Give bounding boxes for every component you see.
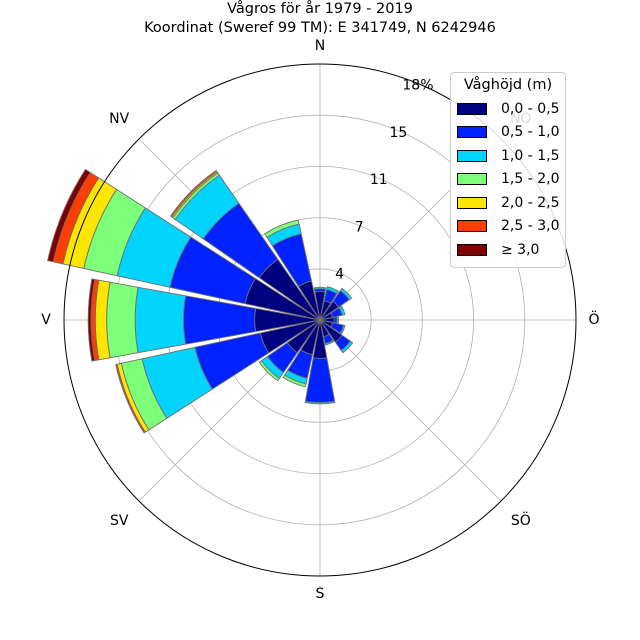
legend-title: Våghöjd (m)	[463, 77, 553, 93]
legend-swatch	[457, 173, 487, 186]
legend-label: 0,5 - 1,0	[501, 124, 560, 141]
rose-bar-segment	[336, 316, 339, 324]
rose-bar-segment	[313, 286, 327, 290]
legend-item: 2,5 - 3,0	[451, 215, 565, 239]
radial-tick-label: 18%	[402, 77, 433, 93]
legend-label: 2,0 - 2,5	[501, 194, 560, 211]
radial-tick-labels: 4 7 11 15 18%	[335, 77, 433, 282]
rose-bar-segment	[340, 340, 354, 354]
legend-label: 0,0 - 0,5	[501, 100, 560, 117]
legend-swatch	[457, 243, 487, 256]
direction-label: S	[316, 586, 325, 602]
polar-outer-ring	[63, 63, 577, 577]
legend-swatch	[457, 149, 487, 162]
legend-item: 2,0 - 2,5	[451, 191, 565, 215]
legend-item: 1,0 - 1,5	[451, 144, 565, 168]
rose-bar-segment	[282, 374, 307, 388]
rose-bar-segment	[170, 170, 218, 218]
radial-tick-label: 11	[370, 172, 388, 188]
legend-items: 0,0 - 0,5 0,5 - 1,0 1,0 - 1,5 1,5 - 2,0 2,0 …	[451, 97, 565, 262]
chart-title-line1: Vågros för år 1979 - 2019	[227, 1, 413, 17]
legend-item: 1,5 - 2,0	[451, 168, 565, 192]
rose-bar-segment	[264, 219, 300, 238]
chart-title: Vågros för år 1979 - 2019 Koordinat (Swe…	[0, 0, 640, 38]
legend-item: ≥ 3,0	[451, 238, 565, 262]
rose-bar-segment	[304, 400, 336, 405]
legend-label: 1,5 - 2,0	[501, 171, 560, 188]
rose-bar-segment	[134, 286, 187, 354]
direction-label: V	[41, 312, 51, 328]
rose-bars	[47, 168, 354, 434]
rose-bar-segment	[338, 305, 346, 316]
rose-bar-segment	[47, 168, 91, 263]
radial-tick-label: 7	[355, 219, 364, 235]
rose-bar-segment	[115, 363, 146, 434]
rose-bar-segment	[258, 360, 280, 382]
grid-spoke	[319, 319, 502, 502]
direction-label: Ö	[588, 310, 599, 328]
legend-swatch	[457, 220, 487, 233]
chart-title-line2: Koordinat (Sweref 99 TM): E 341749, N 62…	[144, 20, 496, 36]
rose-bar-segment	[339, 324, 346, 335]
direction-label: SÖ	[511, 511, 531, 529]
legend-swatch	[457, 196, 487, 209]
rose-bar-segment	[87, 278, 96, 362]
legend-label: 1,0 - 1,5	[501, 147, 560, 164]
legend-label: ≥ 3,0	[501, 241, 540, 258]
direction-label: SV	[110, 513, 129, 529]
legend: Våghöjd (m) 0,0 - 0,5 0,5 - 1,0 1,0 - 1,5 1…	[450, 72, 566, 268]
radial-tick-label: 4	[335, 267, 344, 283]
legend-label: 2,5 - 3,0	[501, 218, 560, 235]
legend-item: 0,0 - 0,5	[451, 97, 565, 121]
legend-item: 0,5 - 1,0	[451, 121, 565, 145]
direction-label: N	[315, 38, 325, 54]
rose-bar-segment	[339, 288, 352, 301]
direction-label: NV	[109, 111, 129, 127]
rose-bar-segment	[106, 281, 139, 359]
radial-tick-label: 15	[389, 125, 407, 141]
legend-swatch	[457, 126, 487, 139]
legend-swatch	[457, 102, 487, 115]
rose-bar-segment	[326, 286, 339, 295]
rose-bar-segment	[324, 339, 335, 346]
